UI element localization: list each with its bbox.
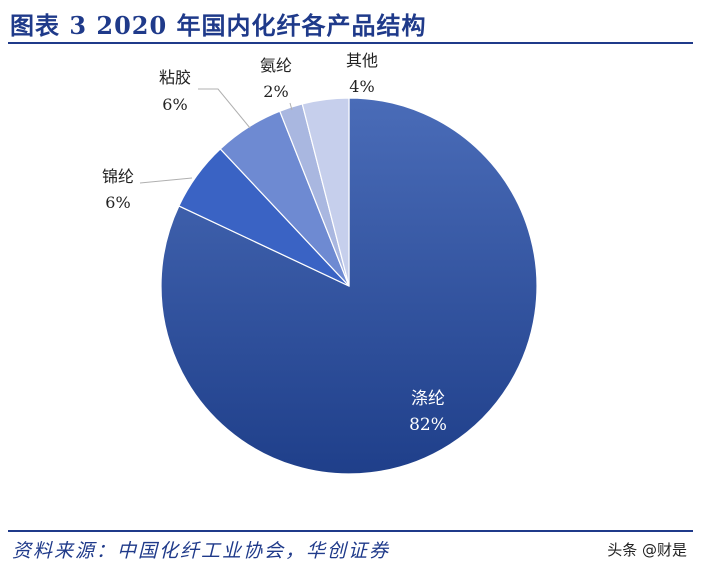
chart-title: 图表 3 2020 年国内化纤各产品结构 (10, 11, 427, 40)
top-divider (8, 42, 693, 44)
slice-name-label-2: 锦纶 (102, 167, 134, 186)
pie-chart: 涤纶 82% 锦纶 6% 粘胶 6% 氨纶 2% 其他 4% (102, 51, 538, 475)
slice-value-label-3: 6% (162, 95, 187, 114)
slice-name-label-3: 粘胶 (159, 68, 191, 87)
slice-value-label-5: 4% (349, 77, 374, 96)
slice-value-label-4: 2% (263, 82, 288, 101)
slice-name-label-4: 氨纶 (260, 56, 292, 75)
slice-value-label-1: 82% (409, 415, 447, 435)
pie-slice-5 (301, 97, 350, 287)
leader-line-2 (139, 177, 193, 184)
source-note: 资料来源：中国化纤工业协会，华创证券 (12, 540, 391, 562)
bottom-divider (8, 530, 693, 532)
slice-value-label-2: 6% (105, 193, 130, 212)
slice-name-label-5: 其他 (346, 51, 378, 70)
leader-line-4 (289, 102, 293, 111)
leader-line-3 (198, 88, 251, 129)
slice-name-label-1: 涤纶 (411, 389, 445, 409)
watermark: 头条 @财是 (607, 541, 687, 559)
